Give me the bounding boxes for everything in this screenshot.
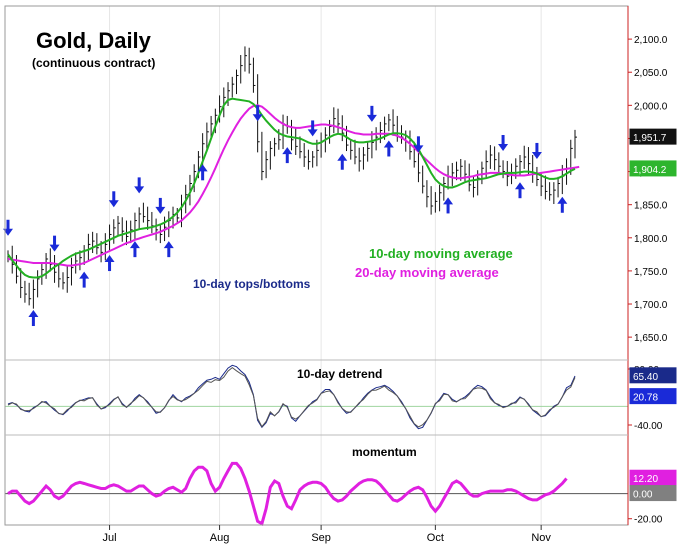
arrow-head — [531, 151, 542, 159]
arrow-head — [557, 196, 568, 204]
x-tick-label: Oct — [427, 532, 444, 544]
axes-layer: Jul Aug Sep Oct Nov 2,100.0 2,050.0 2,000.0 1,95… — [4, 5, 677, 544]
arrow-head — [498, 143, 509, 151]
bottom-arrow-icon — [28, 310, 39, 327]
arrow-head — [108, 200, 119, 208]
detrend-title: 10-day detrend — [297, 367, 382, 381]
ma20-line — [7, 104, 580, 267]
arrow-head — [163, 241, 174, 249]
top-arrow-icon — [498, 134, 509, 151]
momentum-tick-label: -20.00 — [634, 515, 663, 526]
last-ma-label: 1,904.2 — [633, 165, 667, 176]
y-tick-label: 1,850.0 — [634, 201, 668, 212]
arrow-head — [337, 153, 348, 161]
last-price-label: 1,951.7 — [633, 133, 667, 144]
momentum-line — [7, 461, 568, 526]
arrow-head — [366, 114, 377, 122]
bottom-arrow-icon — [282, 147, 293, 164]
arrow-head — [383, 140, 394, 148]
arrow-head — [307, 129, 318, 137]
bottom-arrow-icon — [337, 153, 348, 170]
arrow-head — [514, 182, 525, 190]
detrend-value-label: 20.78 — [633, 393, 658, 404]
y-tick-label: 1,750.0 — [634, 267, 668, 278]
top-arrow-icon — [366, 105, 377, 122]
momentum-zero-label-box — [629, 485, 677, 502]
bottom-arrow-icon — [443, 197, 454, 214]
arrow-head — [79, 271, 90, 279]
top-arrow-icon — [307, 120, 318, 137]
arrow-head — [443, 197, 454, 205]
momentum-panel — [5, 461, 628, 526]
detrend-value-label-box — [629, 388, 677, 405]
bottom-arrow-icon — [383, 140, 394, 157]
arrow-head — [134, 186, 145, 194]
y-tick-label: 2,000.0 — [634, 101, 668, 112]
momentum-value-label: 12.20 — [633, 474, 658, 485]
detrend-value-label: 65.40 — [633, 372, 658, 383]
y-tick-label: 2,050.0 — [634, 68, 668, 79]
arrow-head — [413, 145, 424, 153]
top-arrow-icon — [49, 235, 60, 252]
last-price-label-box — [629, 128, 677, 145]
x-tick-label: Aug — [210, 532, 230, 544]
top-arrow-icon — [531, 142, 542, 159]
top-arrow-icon — [134, 177, 145, 194]
y-tick-label: 1,800.0 — [634, 234, 668, 245]
y-tick-label: 2,100.0 — [634, 35, 668, 46]
price-panel — [3, 46, 580, 327]
momentum-zero-label: 0.00 — [633, 490, 653, 501]
annotation-tops-bottoms: 10-day tops/bottoms — [193, 277, 311, 291]
arrow-head — [155, 206, 166, 214]
annotation-10day-ma: 10-day moving average — [369, 246, 513, 261]
x-tick-label: Nov — [531, 532, 551, 544]
arrow-head — [282, 147, 293, 155]
arrow-head — [28, 310, 39, 318]
y-tick-label: 1,700.0 — [634, 300, 668, 311]
bottom-arrow-icon — [514, 182, 525, 199]
top-arrow-icon — [413, 136, 424, 153]
bottom-arrow-icon — [129, 241, 140, 258]
top-arrow-icon — [108, 191, 119, 208]
x-tick-label: Jul — [103, 532, 117, 544]
bottom-arrow-icon — [163, 241, 174, 258]
arrow-head — [104, 255, 115, 263]
bottom-arrow-icon — [197, 164, 208, 181]
detrend-value-label-box — [629, 367, 677, 384]
arrow-head — [197, 164, 208, 172]
arrow-head — [49, 244, 60, 252]
annotation-20day-ma: 20-day moving average — [355, 265, 499, 280]
chart-title: Gold, Daily — [36, 28, 152, 53]
grid-layer — [109, 6, 542, 525]
arrow-head — [129, 241, 140, 249]
last-ma-label-box — [629, 160, 677, 177]
detrend-tick-label: -40.00 — [634, 421, 663, 432]
ma10-line — [7, 97, 576, 279]
bottom-arrow-icon — [104, 255, 115, 272]
bottom-arrow-icon — [557, 196, 568, 213]
detrend-shadow-line — [7, 366, 576, 428]
arrow-head — [252, 114, 263, 122]
x-tick-label: Sep — [311, 532, 331, 544]
momentum-title: momentum — [352, 445, 417, 459]
y-tick-label: 1,650.0 — [634, 333, 668, 344]
chart-subtitle: (continuous contract) — [32, 56, 155, 70]
top-arrow-icon — [155, 197, 166, 214]
bottom-arrow-icon — [79, 271, 90, 288]
top-arrow-icon — [252, 105, 263, 122]
detrend-panel — [5, 364, 628, 430]
